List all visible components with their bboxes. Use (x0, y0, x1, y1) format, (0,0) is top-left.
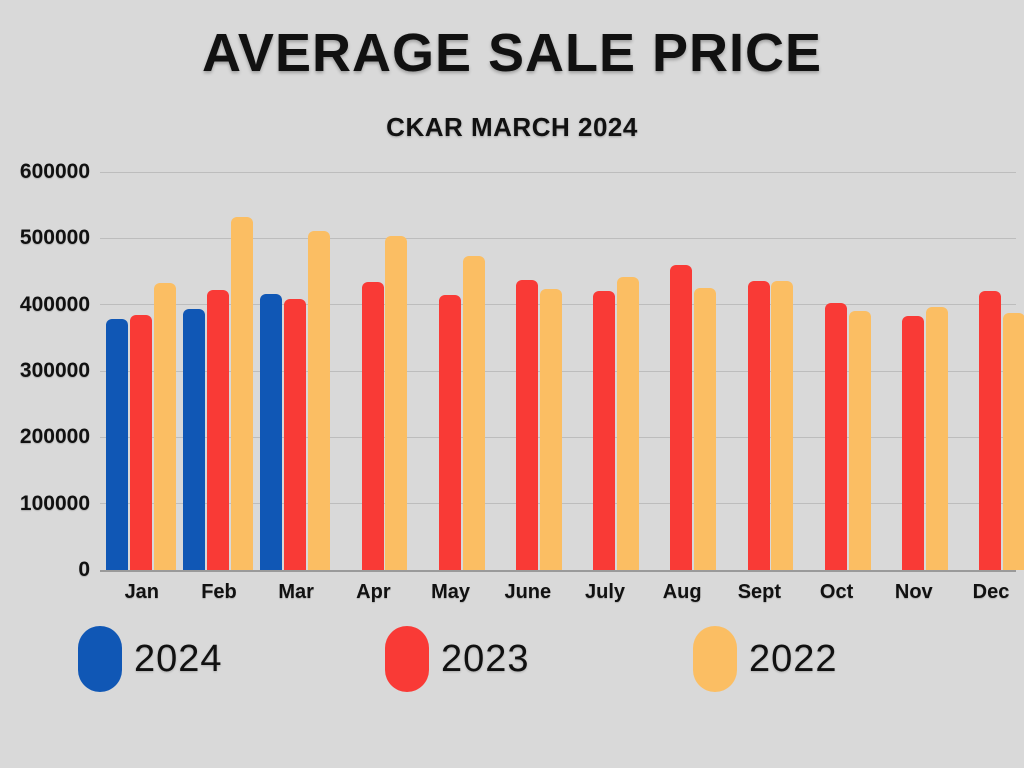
chart-subtitle: CKAR MARCH 2024 (386, 112, 638, 142)
x-axis-label-dec: Dec (972, 581, 1010, 603)
gridline (100, 171, 1016, 173)
x-axis-line (100, 570, 1016, 572)
bar-2022-sept (771, 280, 794, 570)
legend-item-2023: 2023 (385, 626, 530, 692)
bar-2022-may (462, 256, 485, 570)
bar-2022-aug (694, 288, 717, 570)
x-axis-label-mar: Mar (278, 581, 314, 603)
legend-swatch-2023 (385, 626, 429, 692)
bar-2023-sept (747, 280, 770, 570)
legend-label: 2023 (441, 637, 530, 680)
bar-2022-june (539, 289, 562, 570)
legend-swatch-2024 (78, 626, 122, 692)
bar-2022-mar (308, 231, 331, 570)
bar-2022-feb (231, 217, 253, 570)
legend-label: 2024 (134, 637, 223, 680)
bar-2022-dec (1003, 312, 1024, 570)
bar-2023-aug (670, 264, 693, 570)
y-axis-tick-label: 0 (78, 558, 90, 581)
bar-2022-nov (925, 307, 948, 570)
x-axis-label-apr: Apr (356, 581, 391, 603)
y-axis-tick-label: 400000 (19, 292, 90, 316)
legend-item-2022: 2022 (693, 626, 838, 692)
bar-2022-july (617, 276, 639, 570)
x-axis-label-sept: Sept (737, 581, 782, 603)
x-axis-label-nov: Nov (894, 581, 933, 603)
x-axis-label-may: May (431, 581, 471, 603)
bar-2023-may (438, 294, 461, 570)
bar-2023-jan (129, 314, 152, 570)
bar-2023-apr (361, 282, 384, 570)
bar-2023-july (593, 291, 616, 570)
bar-2022-jan (153, 282, 176, 570)
bar-2023-nov (901, 315, 924, 570)
y-axis-tick-label: 300000 (19, 359, 90, 382)
bar-2023-oct (824, 303, 847, 570)
chart-title: AVERAGE SALE PRICE (201, 23, 823, 83)
bar-2023-dec (979, 290, 1002, 570)
x-axis-label-aug: Aug (662, 581, 702, 603)
bar-2023-june (515, 280, 538, 570)
bar-2022-oct (848, 310, 871, 570)
bar-2024-feb (183, 309, 206, 570)
y-axis-tick-label: 600000 (19, 160, 90, 183)
bar-2024-mar (260, 294, 283, 570)
bar-2024-jan (106, 318, 128, 570)
x-axis-label-feb: Feb (201, 581, 237, 603)
bar-2022-apr (385, 235, 408, 570)
legend-item-2024: 2024 (78, 626, 223, 692)
legend-swatch-2022 (693, 626, 737, 692)
gridline (100, 237, 1016, 239)
x-axis-label-oct: Oct (819, 581, 854, 603)
legend-label: 2022 (749, 637, 838, 680)
y-axis-tick-label: 500000 (19, 226, 90, 250)
bar-2023-feb (207, 290, 230, 570)
x-axis-label-july: July (584, 581, 626, 603)
y-axis-tick-label: 200000 (19, 425, 90, 449)
x-axis-label-jan: Jan (124, 581, 160, 603)
y-axis-tick-label: 100000 (19, 491, 90, 515)
x-axis-label-june: June (504, 581, 552, 603)
bar-2023-mar (284, 299, 307, 570)
